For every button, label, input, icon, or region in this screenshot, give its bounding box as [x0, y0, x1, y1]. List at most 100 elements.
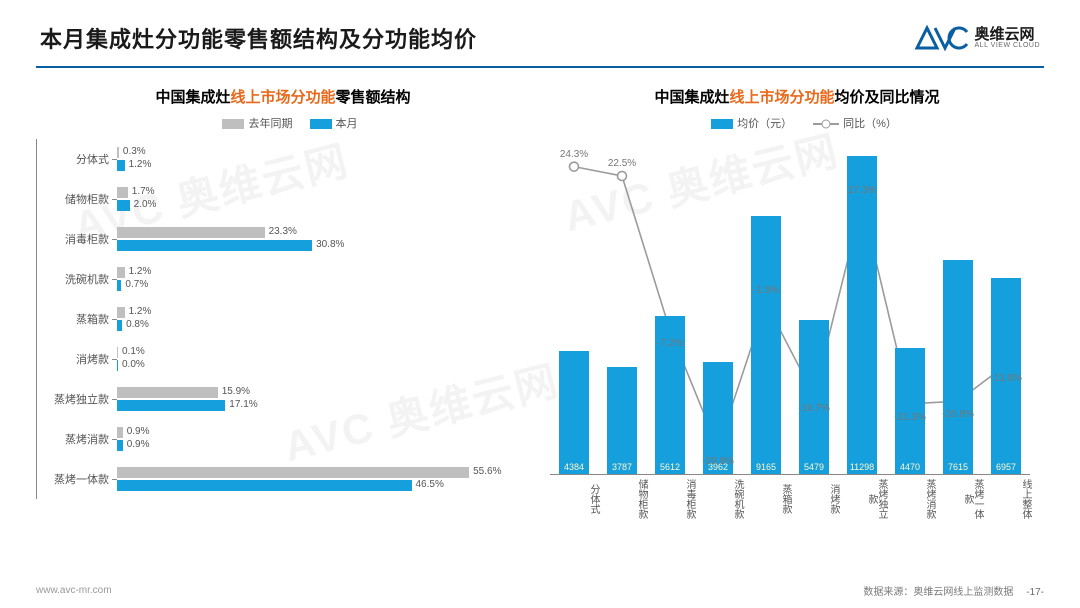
yoy-point-label: -21.3%	[894, 412, 926, 423]
avc-logo-icon	[913, 22, 969, 54]
hbar-gray: 0.3%	[117, 147, 119, 158]
left-chart: 中国集成灶线上市场分功能零售额结构 去年同期 本月 分体式 0.3% 1.2% 储物柜…	[36, 80, 530, 519]
hbar-gray: 15.9%	[117, 387, 218, 398]
hbar-row: 消毒柜款23.3%30.8%	[117, 219, 530, 259]
hbar-value-label: 1.2%	[129, 266, 152, 277]
logo-sub: ALL VIEW CLOUD	[975, 42, 1040, 49]
vbar-category-label: 蒸烤一体款	[934, 475, 982, 519]
price-bar-value: 4384	[559, 462, 589, 472]
hbar-gray: 55.6%	[117, 467, 469, 478]
hbar-row: 蒸烤独立款15.9%17.1%	[117, 379, 530, 419]
hbar-value-label: 1.2%	[129, 306, 152, 317]
yoy-point-label: -29.8%	[702, 456, 734, 467]
hbar-gray: 0.9%	[117, 427, 123, 438]
vbar-category-label: 消毒柜款	[646, 475, 694, 519]
hbar-value-label: 17.1%	[229, 399, 257, 410]
hbar-category-label: 蒸烤一体款	[37, 459, 109, 499]
logo: 奥维云网 ALL VIEW CLOUD	[913, 22, 1040, 54]
legend-swatch-gray	[222, 119, 244, 129]
footer-page: -17-	[1026, 587, 1044, 598]
price-bar: 7615	[943, 260, 973, 474]
hbar-gray: 23.3%	[117, 227, 265, 238]
page-title: 本月集成灶分功能零售额结构及分功能均价	[40, 22, 477, 54]
hbar-blue: 1.2%	[117, 160, 125, 171]
price-bar-value: 7615	[943, 462, 973, 472]
legend-swatch-line	[813, 119, 839, 129]
hbar-gray: 1.2%	[117, 267, 125, 278]
hbar-value-label: 0.0%	[122, 359, 145, 370]
hbar-value-label: 55.6%	[473, 466, 501, 477]
logo-brand: 奥维云网	[975, 27, 1040, 42]
vbar-category-label: 蒸箱款	[742, 475, 790, 519]
vbar-category-label: 线上整体	[982, 475, 1030, 519]
hbar-category-label: 蒸箱款	[37, 299, 109, 339]
hbar-blue: 0.7%	[117, 280, 121, 291]
hbar-value-label: 30.8%	[316, 239, 344, 250]
right-chart-categories: 分体式储物柜款消毒柜款洗碗机款蒸箱款消烤款蒸烤独立款蒸烤消款蒸烤一体款线上整体	[550, 475, 1030, 519]
left-chart-legend: 去年同期 本月	[36, 115, 530, 131]
left-chart-title: 中国集成灶线上市场分功能零售额结构	[36, 86, 530, 107]
price-bar-value: 6957	[991, 462, 1021, 472]
right-chart-plot: 4384378756123962916554791129844707615695…	[550, 137, 1030, 475]
price-bar-value: 5479	[799, 462, 829, 472]
hbar-gray: 1.2%	[117, 307, 125, 318]
price-bar-value: 5612	[655, 462, 685, 472]
price-bar: 3787	[607, 367, 637, 474]
vbar-category-label: 分体式	[550, 475, 598, 519]
header: 本月集成灶分功能零售额结构及分功能均价 奥维云网 ALL VIEW CLOUD	[0, 0, 1080, 66]
hbar-row: 蒸烤消款0.9%0.9%	[117, 419, 530, 459]
hbar-value-label: 0.9%	[127, 426, 150, 437]
hbar-value-label: 2.0%	[134, 199, 157, 210]
price-bar-value: 11298	[847, 462, 877, 472]
price-bar: 9165	[751, 216, 781, 474]
hbar-row: 蒸烤一体款55.6%46.5%	[117, 459, 530, 499]
hbar-category-label: 消毒柜款	[37, 219, 109, 259]
hbar-value-label: 0.3%	[123, 146, 146, 157]
hbar-value-label: 0.1%	[122, 346, 145, 357]
hbar-category-label: 洗碗机款	[37, 259, 109, 299]
hbar-blue: 46.5%	[117, 480, 412, 491]
right-chart: 中国集成灶线上市场分功能均价及同比情况 均价（元） 同比（%） 43843787…	[550, 80, 1044, 519]
right-chart-title: 中国集成灶线上市场分功能均价及同比情况	[550, 86, 1044, 107]
footer-source: 数据来源：奥维云网线上监测数据	[863, 587, 1013, 598]
hbar-category-label: 储物柜款	[37, 179, 109, 219]
hbar-blue: 30.8%	[117, 240, 312, 251]
hbar-blue: 17.1%	[117, 400, 225, 411]
price-bar: 11298	[847, 156, 877, 474]
yoy-point-label: -13.8%	[990, 373, 1022, 384]
footer-url: www.avc-mr.com	[36, 585, 112, 596]
hbar-row: 蒸箱款1.2%0.8%	[117, 299, 530, 339]
hbar-gray: 0.1%	[117, 347, 118, 358]
hbar-value-label: 0.9%	[127, 439, 150, 450]
hbar-value-label: 23.3%	[269, 226, 297, 237]
price-bar: 5479	[799, 320, 829, 474]
legend-swatch-bar	[711, 119, 733, 129]
yoy-point-label: 22.5%	[608, 158, 636, 169]
price-bar: 4384	[559, 351, 589, 474]
hbar-value-label: 0.8%	[126, 319, 149, 330]
yoy-point-label: -7.2%	[657, 338, 683, 349]
yoy-point-label: 24.3%	[560, 149, 588, 160]
vbar-category-label: 洗碗机款	[694, 475, 742, 519]
hbar-row: 洗碗机款1.2%0.7%	[117, 259, 530, 299]
hbar-category-label: 分体式	[37, 139, 109, 179]
hbar-row: 消烤款0.1%0.0%	[117, 339, 530, 379]
hbar-gray: 1.7%	[117, 187, 128, 198]
vbar-category-label: 蒸烤独立款	[838, 475, 886, 519]
hbar-row: 储物柜款1.7%2.0%	[117, 179, 530, 219]
footer: www.avc-mr.com 数据来源：奥维云网线上监测数据 -17-	[36, 583, 1044, 598]
hbar-value-label: 1.2%	[129, 159, 152, 170]
vbar-category-label: 储物柜款	[598, 475, 646, 519]
hbar-blue: 0.0%	[117, 360, 118, 371]
header-rule	[36, 66, 1044, 68]
hbar-value-label: 46.5%	[416, 479, 444, 490]
price-bar-value: 4470	[895, 462, 925, 472]
hbar-value-label: 1.7%	[132, 186, 155, 197]
vbar-category-label: 蒸烤消款	[886, 475, 934, 519]
hbar-category-label: 消烤款	[37, 339, 109, 379]
hbar-value-label: 0.7%	[125, 279, 148, 290]
price-bar-value: 9165	[751, 462, 781, 472]
vbar-category-label: 消烤款	[790, 475, 838, 519]
hbar-category-label: 蒸烤独立款	[37, 379, 109, 419]
left-chart-plot: 分体式 0.3% 1.2% 储物柜款 1.7% 2.0% 消毒柜款 23.3% 30.8% 洗碗机…	[36, 139, 530, 499]
